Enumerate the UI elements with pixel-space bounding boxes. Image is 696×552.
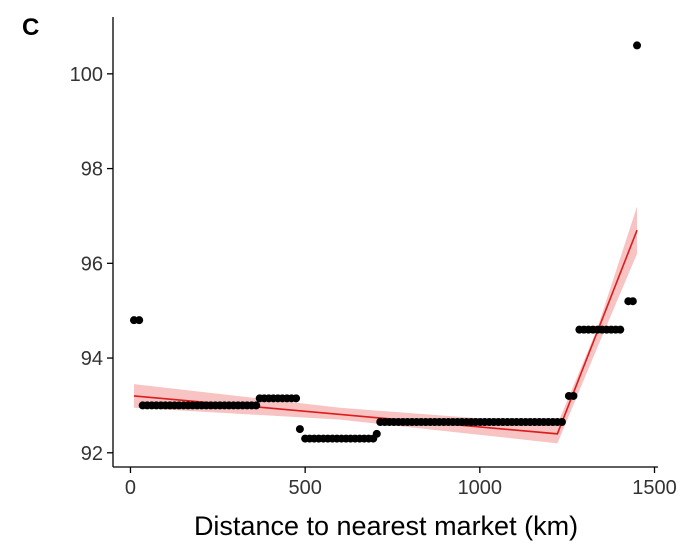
data-point: [616, 325, 625, 334]
data-point: [252, 401, 261, 410]
fit-line: [133, 229, 638, 435]
x-tick-label: 1000: [458, 477, 503, 499]
data-point: [135, 316, 144, 325]
y-tick-label: 94: [81, 348, 103, 370]
panel-label: C: [22, 14, 39, 41]
y-tick-label: 96: [81, 253, 103, 275]
x-tick-label: 1500: [632, 477, 677, 499]
x-axis-title: Distance to nearest market (km): [194, 511, 578, 541]
x-tick-label: 500: [288, 477, 321, 499]
data-point: [557, 418, 566, 426]
data-point: [372, 429, 381, 438]
y-tick-label: 100: [70, 64, 103, 86]
data-point: [292, 394, 301, 403]
data-point: [569, 391, 578, 400]
data-point: [628, 297, 637, 306]
y-tick-label: 98: [81, 159, 103, 181]
x-tick-label: 0: [125, 477, 136, 499]
data-points-layer: [129, 41, 642, 443]
fit-line-layer: [133, 229, 638, 435]
y-tick-label: 92: [81, 443, 103, 465]
data-point: [633, 41, 642, 50]
data-point: [295, 425, 304, 434]
